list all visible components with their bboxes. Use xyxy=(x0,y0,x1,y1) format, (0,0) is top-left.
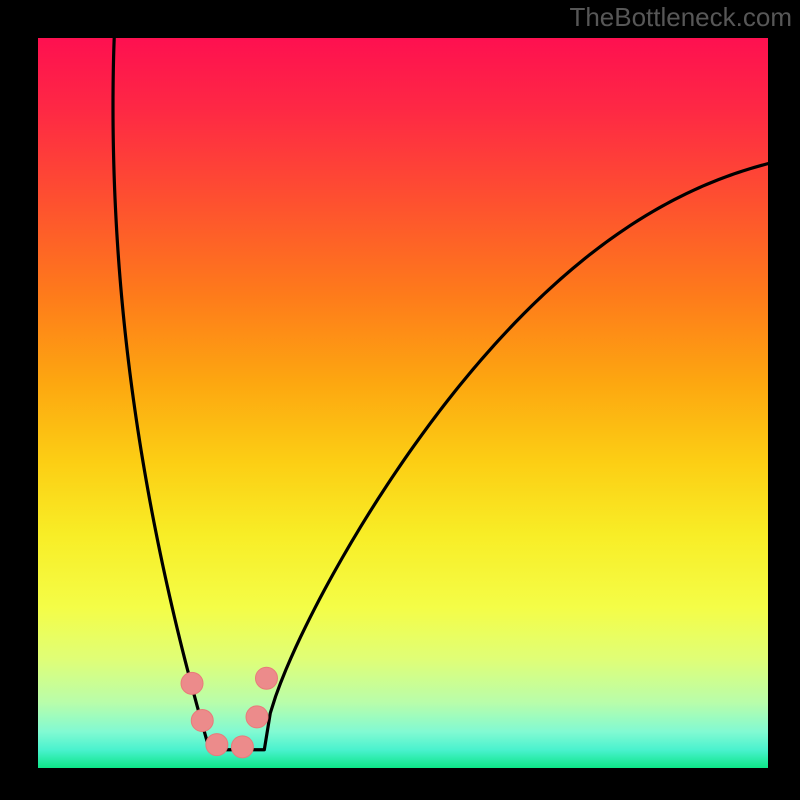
chart-plot-area xyxy=(38,38,768,768)
marker-point xyxy=(246,706,268,728)
figure-root: TheBottleneck.com xyxy=(0,0,800,800)
marker-point xyxy=(191,710,213,732)
watermark-link[interactable]: TheBottleneck.com xyxy=(569,2,792,33)
marker-point xyxy=(181,672,203,694)
chart-background xyxy=(38,38,768,768)
marker-point xyxy=(255,667,277,689)
marker-point xyxy=(231,736,253,758)
marker-point xyxy=(206,734,228,756)
